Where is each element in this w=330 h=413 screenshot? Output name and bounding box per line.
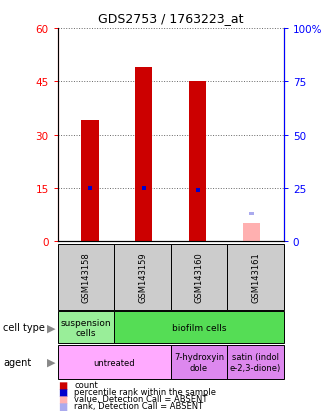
- Bar: [88, 187, 92, 190]
- Text: GSM143158: GSM143158: [82, 252, 90, 302]
- Text: ■: ■: [58, 380, 67, 390]
- Text: agent: agent: [3, 357, 32, 367]
- Text: satin (indol
e-2,3-dione): satin (indol e-2,3-dione): [230, 353, 281, 372]
- Text: 7-hydroxyin
dole: 7-hydroxyin dole: [174, 353, 224, 372]
- Bar: [135, 68, 152, 242]
- Text: biofilm cells: biofilm cells: [172, 323, 226, 332]
- Text: rank, Detection Call = ABSENT: rank, Detection Call = ABSENT: [74, 401, 203, 411]
- Text: ▶: ▶: [47, 357, 55, 367]
- Text: untreated: untreated: [93, 358, 135, 367]
- Text: ■: ■: [58, 387, 67, 397]
- Text: value, Detection Call = ABSENT: value, Detection Call = ABSENT: [74, 394, 208, 404]
- Bar: [82, 121, 99, 242]
- Text: cell type: cell type: [3, 323, 45, 332]
- Text: ▶: ▶: [47, 323, 55, 332]
- Text: percentile rank within the sample: percentile rank within the sample: [74, 387, 216, 396]
- Bar: [142, 187, 146, 190]
- Text: count: count: [74, 380, 98, 389]
- Bar: [189, 82, 206, 242]
- Bar: [249, 212, 254, 216]
- Bar: [196, 189, 200, 192]
- Bar: [243, 224, 260, 242]
- Text: GSM143160: GSM143160: [194, 252, 204, 302]
- Text: suspension
cells: suspension cells: [61, 318, 111, 337]
- Title: GDS2753 / 1763223_at: GDS2753 / 1763223_at: [98, 12, 244, 25]
- Text: ■: ■: [58, 401, 67, 411]
- Text: GSM143159: GSM143159: [138, 252, 147, 302]
- Text: GSM143161: GSM143161: [251, 252, 260, 302]
- Text: ■: ■: [58, 394, 67, 404]
